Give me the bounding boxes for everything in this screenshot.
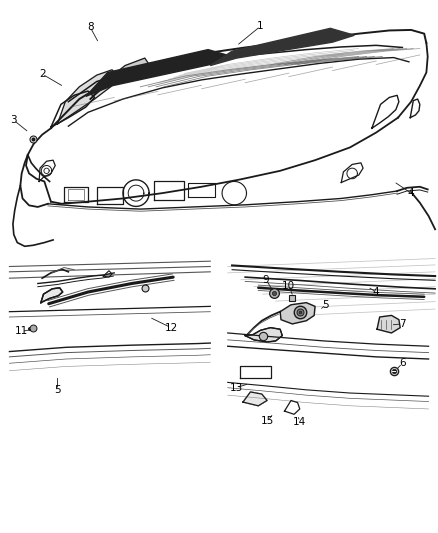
Text: 4: 4 [373, 287, 379, 297]
Text: 15: 15 [261, 416, 275, 426]
Text: 3: 3 [11, 115, 17, 125]
Text: 12: 12 [164, 322, 177, 333]
Text: 7: 7 [399, 319, 406, 329]
Polygon shape [57, 70, 119, 124]
Polygon shape [41, 288, 63, 303]
Text: 2: 2 [39, 69, 46, 79]
Polygon shape [245, 328, 283, 342]
Polygon shape [377, 316, 400, 333]
Text: 5: 5 [54, 385, 61, 395]
Text: 10: 10 [283, 281, 295, 290]
Polygon shape [240, 367, 272, 378]
Polygon shape [243, 392, 267, 406]
Text: 11: 11 [15, 326, 28, 336]
Text: 8: 8 [87, 22, 93, 33]
Text: 14: 14 [293, 417, 307, 427]
Text: 13: 13 [230, 383, 243, 393]
Polygon shape [280, 303, 315, 324]
Text: 1: 1 [257, 21, 264, 31]
Text: 6: 6 [399, 358, 406, 368]
Polygon shape [86, 50, 232, 96]
Text: 5: 5 [323, 300, 329, 310]
Text: 9: 9 [263, 275, 269, 285]
Polygon shape [90, 58, 149, 99]
Polygon shape [210, 28, 354, 66]
Text: 4: 4 [408, 188, 414, 198]
